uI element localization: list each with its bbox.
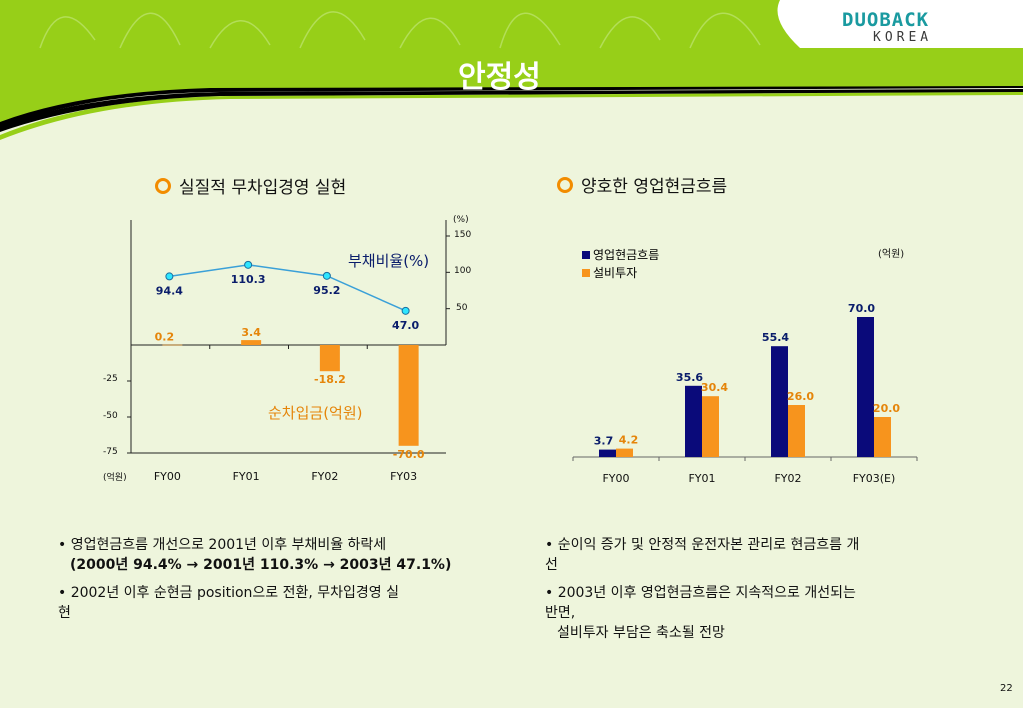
bar-value-label: -70.0 [393, 448, 425, 461]
bullet-circle-icon [155, 178, 171, 194]
right-bullet-list: • 순이익 증가 및 안정적 운전자본 관리로 현금흐름 개 선 • 2003년… [545, 535, 985, 651]
debt-ratio-point [401, 306, 410, 315]
category-label: FY00 [154, 470, 181, 483]
left-axis-tick: -75 [103, 447, 118, 457]
line-series-label: 부채비율(%) [348, 252, 430, 270]
bar-value-label: 70.0 [848, 302, 875, 315]
capex-bar [702, 396, 719, 457]
operating-cashflow-bar [857, 317, 874, 457]
net-debt-bar [398, 345, 419, 446]
line-value-label: 94.4 [156, 284, 183, 297]
bullet-circle-icon [557, 177, 573, 193]
page-number: 22 [1000, 683, 1013, 694]
capex-bar [874, 417, 891, 457]
right-axis-unit: (%) [453, 215, 469, 225]
operating-cashflow-bar [771, 346, 788, 457]
bar-value-label: 20.0 [873, 402, 900, 415]
category-label: FY01 [688, 472, 715, 485]
debt-ratio-point [165, 272, 174, 281]
bullet-item: • 2003년 이후 영업현금흐름은 지속적으로 개선되는 반면, 설비투자 부… [545, 585, 856, 641]
right-axis-tick: 50 [456, 303, 468, 313]
bullet-item: • 순이익 증가 및 안정적 운전자본 관리로 현금흐름 개 선 [545, 537, 860, 573]
header-background [0, 0, 1023, 140]
left-axis-tick: -25 [103, 374, 118, 384]
left-chart: 0.2 3.4 -18.2 -70.0 94.4 110.3 95.2 47.0 FY00 FY0… [90, 210, 490, 490]
right-chart: 3.7 4.2 FY00 35.6 30.4 FY01 55.4 26.0 FY02 70.0 20… [560, 230, 940, 500]
operating-cashflow-bar [599, 449, 616, 457]
operating-cashflow-bar [685, 385, 702, 457]
bar-series-label: 순차입금(억원) [268, 404, 363, 422]
bar-value-label: 30.4 [701, 381, 728, 394]
bar-value-label: 26.0 [787, 390, 814, 403]
left-axis-unit: (억원) [103, 473, 127, 483]
logo-wordmark: DUOBACK [842, 9, 930, 31]
net-debt-bar [162, 344, 183, 346]
right-axis-tick: 100 [454, 266, 472, 276]
bar-value-label: 0.2 [155, 331, 175, 344]
category-label: FY03(E) [853, 472, 896, 485]
bar-value-label: 35.6 [676, 371, 703, 384]
category-label: FY00 [602, 472, 629, 485]
legend-item-operating-cashflow: 영업현금흐름 [582, 246, 659, 263]
left-axis-tick: -50 [103, 411, 118, 421]
line-value-label: 110.3 [231, 273, 266, 286]
right-axis-tick: 150 [454, 230, 472, 240]
net-debt-bar [319, 345, 340, 372]
logo-subtext: KOREA [873, 30, 933, 45]
right-chart-unit: (억원) [878, 249, 905, 260]
capex-bar [788, 405, 805, 457]
page-title: 안정성 [458, 60, 541, 95]
debt-ratio-point [244, 260, 253, 269]
bar-value-label: 3.7 [594, 435, 614, 448]
bar-value-label: 55.4 [762, 331, 789, 344]
bar-value-label: -18.2 [314, 373, 346, 386]
category-label: FY02 [311, 470, 338, 483]
debt-ratio-point [322, 271, 331, 280]
left-section-title: 실질적 무차입경영 실현 [155, 173, 346, 198]
category-label: FY02 [774, 472, 801, 485]
line-value-label: 95.2 [313, 284, 340, 297]
legend-swatch-navy [582, 251, 590, 259]
net-debt-bar [241, 340, 262, 345]
line-value-label: 47.0 [392, 319, 419, 332]
bullet-item: • 영업현금흐름 개선으로 2001년 이후 부채비율 하락세 (2000년 9… [58, 537, 452, 573]
category-label: FY03 [390, 470, 417, 483]
category-label: FY01 [233, 470, 260, 483]
capex-bar [616, 448, 633, 457]
bar-value-label: 4.2 [619, 434, 639, 447]
left-bullet-list: • 영업현금흐름 개선으로 2001년 이후 부채비율 하락세 (2000년 9… [58, 535, 518, 631]
right-section-title: 양호한 영업현금흐름 [557, 172, 727, 197]
legend-swatch-orange [582, 269, 590, 277]
legend-item-capex: 설비투자 [582, 264, 637, 281]
bar-value-label: 3.4 [241, 326, 261, 339]
bullet-item: • 2002년 이후 순현금 position으로 전환, 무차입경영 실 현 [58, 585, 400, 621]
debt-ratio-line [169, 264, 406, 312]
